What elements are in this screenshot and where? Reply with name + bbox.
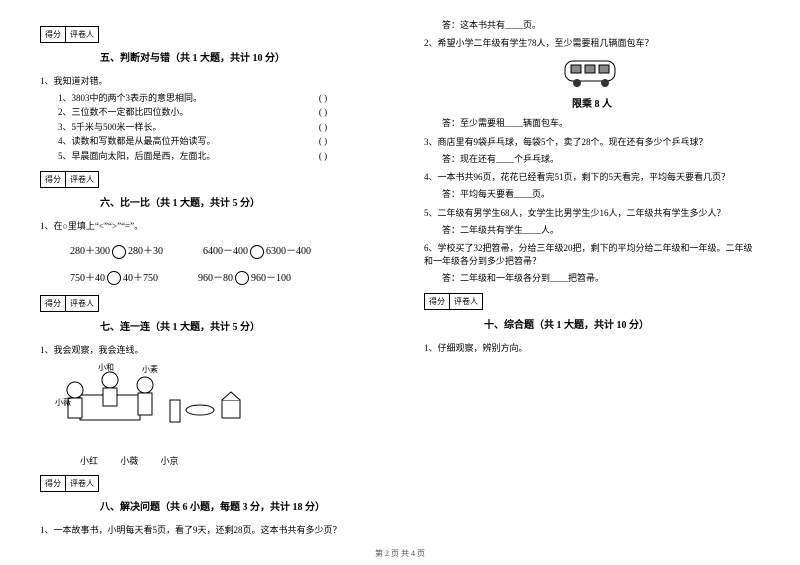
- tf-item-4: 4、读数和写数都是从最高位开始读写。: [58, 134, 338, 148]
- score-box: 得分 评卷人: [40, 295, 99, 312]
- children-table-icon: 小薇 小和 小素: [50, 360, 250, 450]
- score-box: 得分 评卷人: [40, 26, 99, 43]
- answer-4: 答：平均每天要看____页。: [442, 187, 760, 201]
- compare-row-1: 280＋300280＋30 6400－4006300－400: [70, 242, 376, 259]
- q8-2: 2、希望小学二年级有学生78人，至少需要租几辆面包车？: [424, 36, 760, 49]
- score-box: 得分 评卷人: [40, 475, 99, 492]
- paren-icon: [308, 105, 338, 119]
- q8-3: 3、商店里有9袋乒乓球，每袋5个，卖了28个。现在还有多少个乒乓球？: [424, 135, 760, 148]
- tf-item-5: 5、早晨面向太阳，后面是西，左面北。: [58, 149, 338, 163]
- svg-text:小素: 小素: [142, 364, 158, 374]
- paren-icon: [308, 91, 338, 105]
- section-6-lead: 1、在○里填上“<”“>”“=”。: [40, 219, 376, 232]
- page-footer: 第 2 页 共 4 页: [0, 548, 800, 559]
- score-box: 得分 评卷人: [40, 171, 99, 188]
- tf-item-2: 2、三位数不一定都比四位数小。: [58, 105, 338, 119]
- circle-icon: [107, 271, 121, 285]
- bus-icon: [557, 53, 627, 93]
- section-10-title: 十、综合题（共 1 大题，共计 10 分）: [484, 316, 649, 331]
- name-row: 小红 小薇 小京: [70, 454, 376, 467]
- answer-1: 答：这本书共有____页。: [442, 18, 760, 32]
- section-8-title: 八、解决问题（共 6 小题，每题 3 分，共计 18 分）: [100, 498, 325, 513]
- answer-6: 答：二年级和一年级各分到____把笤帚。: [442, 271, 760, 285]
- section-7-head: 得分 评卷人: [40, 295, 376, 316]
- section-7-lead: 1、我会观察，我会连线。: [40, 343, 376, 356]
- circle-icon: [235, 271, 249, 285]
- score-label: 得分: [41, 172, 66, 187]
- section-5-lead: 1、我知道对错。: [40, 74, 376, 87]
- right-column: 答：这本书共有____页。 2、希望小学二年级有学生78人，至少需要租几辆面包车…: [400, 0, 800, 565]
- score-label: 得分: [41, 476, 66, 491]
- section-8-head: 得分 评卷人: [40, 475, 376, 496]
- score-label: 得分: [41, 296, 66, 311]
- grader-label: 评卷人: [66, 296, 98, 311]
- answer-2: 答：至少需要租____辆面包车。: [442, 116, 760, 130]
- tf-item-1: 1、3803中的两个3表示的意思相同。: [58, 91, 338, 105]
- section-5-head: 得分 评卷人: [40, 26, 376, 47]
- score-label: 得分: [425, 294, 450, 309]
- section-7-title: 七、连一连（共 1 大题，共计 5 分）: [100, 318, 260, 333]
- matching-illustration: 小薇 小和 小素: [50, 360, 250, 450]
- section-10-head: 得分 评卷人: [424, 293, 760, 314]
- grader-label: 评卷人: [66, 27, 98, 42]
- paren-icon: [308, 149, 338, 163]
- svg-text:小和: 小和: [98, 363, 114, 372]
- section-6-head: 得分 评卷人: [40, 171, 376, 192]
- paren-icon: [308, 120, 338, 134]
- q8-6: 6、学校买了32把笤帚，分给三年级20把，剩下的平均分给二年级和一年级。二年级和…: [424, 241, 760, 267]
- section-5-title: 五、判断对与错（共 1 大题，共计 10 分）: [100, 49, 285, 64]
- answer-3: 答：现在还有____个乒乓球。: [442, 152, 760, 166]
- paren-icon: [308, 134, 338, 148]
- q8-4: 4、一本书共96页，花花已经看完51页，剩下的5天看完，平均每天要看几页？: [424, 170, 760, 183]
- score-label: 得分: [41, 27, 66, 42]
- grader-label: 评卷人: [66, 476, 98, 491]
- q10-1: 1、仔细观察，辨别方向。: [424, 341, 760, 354]
- left-column: 得分 评卷人 五、判断对与错（共 1 大题，共计 10 分） 1、我知道对错。 …: [0, 0, 400, 565]
- score-box: 得分 评卷人: [424, 293, 483, 310]
- section-6-title: 六、比一比（共 1 大题，共计 5 分）: [100, 194, 260, 209]
- tf-item-3: 3、5千米与500米一样长。: [58, 120, 338, 134]
- q8-5: 5、二年级有男学生68人，女学生比男学生少16人，二年级共有学生多少人？: [424, 206, 760, 219]
- compare-row-2: 750＋4040＋750 960－80960－100: [70, 269, 376, 286]
- answer-5: 答：二年级共有学生____人。: [442, 223, 760, 237]
- grader-label: 评卷人: [66, 172, 98, 187]
- q8-1: 1、一本故事书，小明每天看5页，看了9天，还剩28页。这本书共有多少页？: [40, 523, 376, 536]
- circle-icon: [250, 245, 264, 259]
- car-label: 限乘 8 人: [424, 95, 760, 110]
- grader-label: 评卷人: [450, 294, 482, 309]
- svg-text:小薇: 小薇: [55, 397, 71, 407]
- circle-icon: [112, 245, 126, 259]
